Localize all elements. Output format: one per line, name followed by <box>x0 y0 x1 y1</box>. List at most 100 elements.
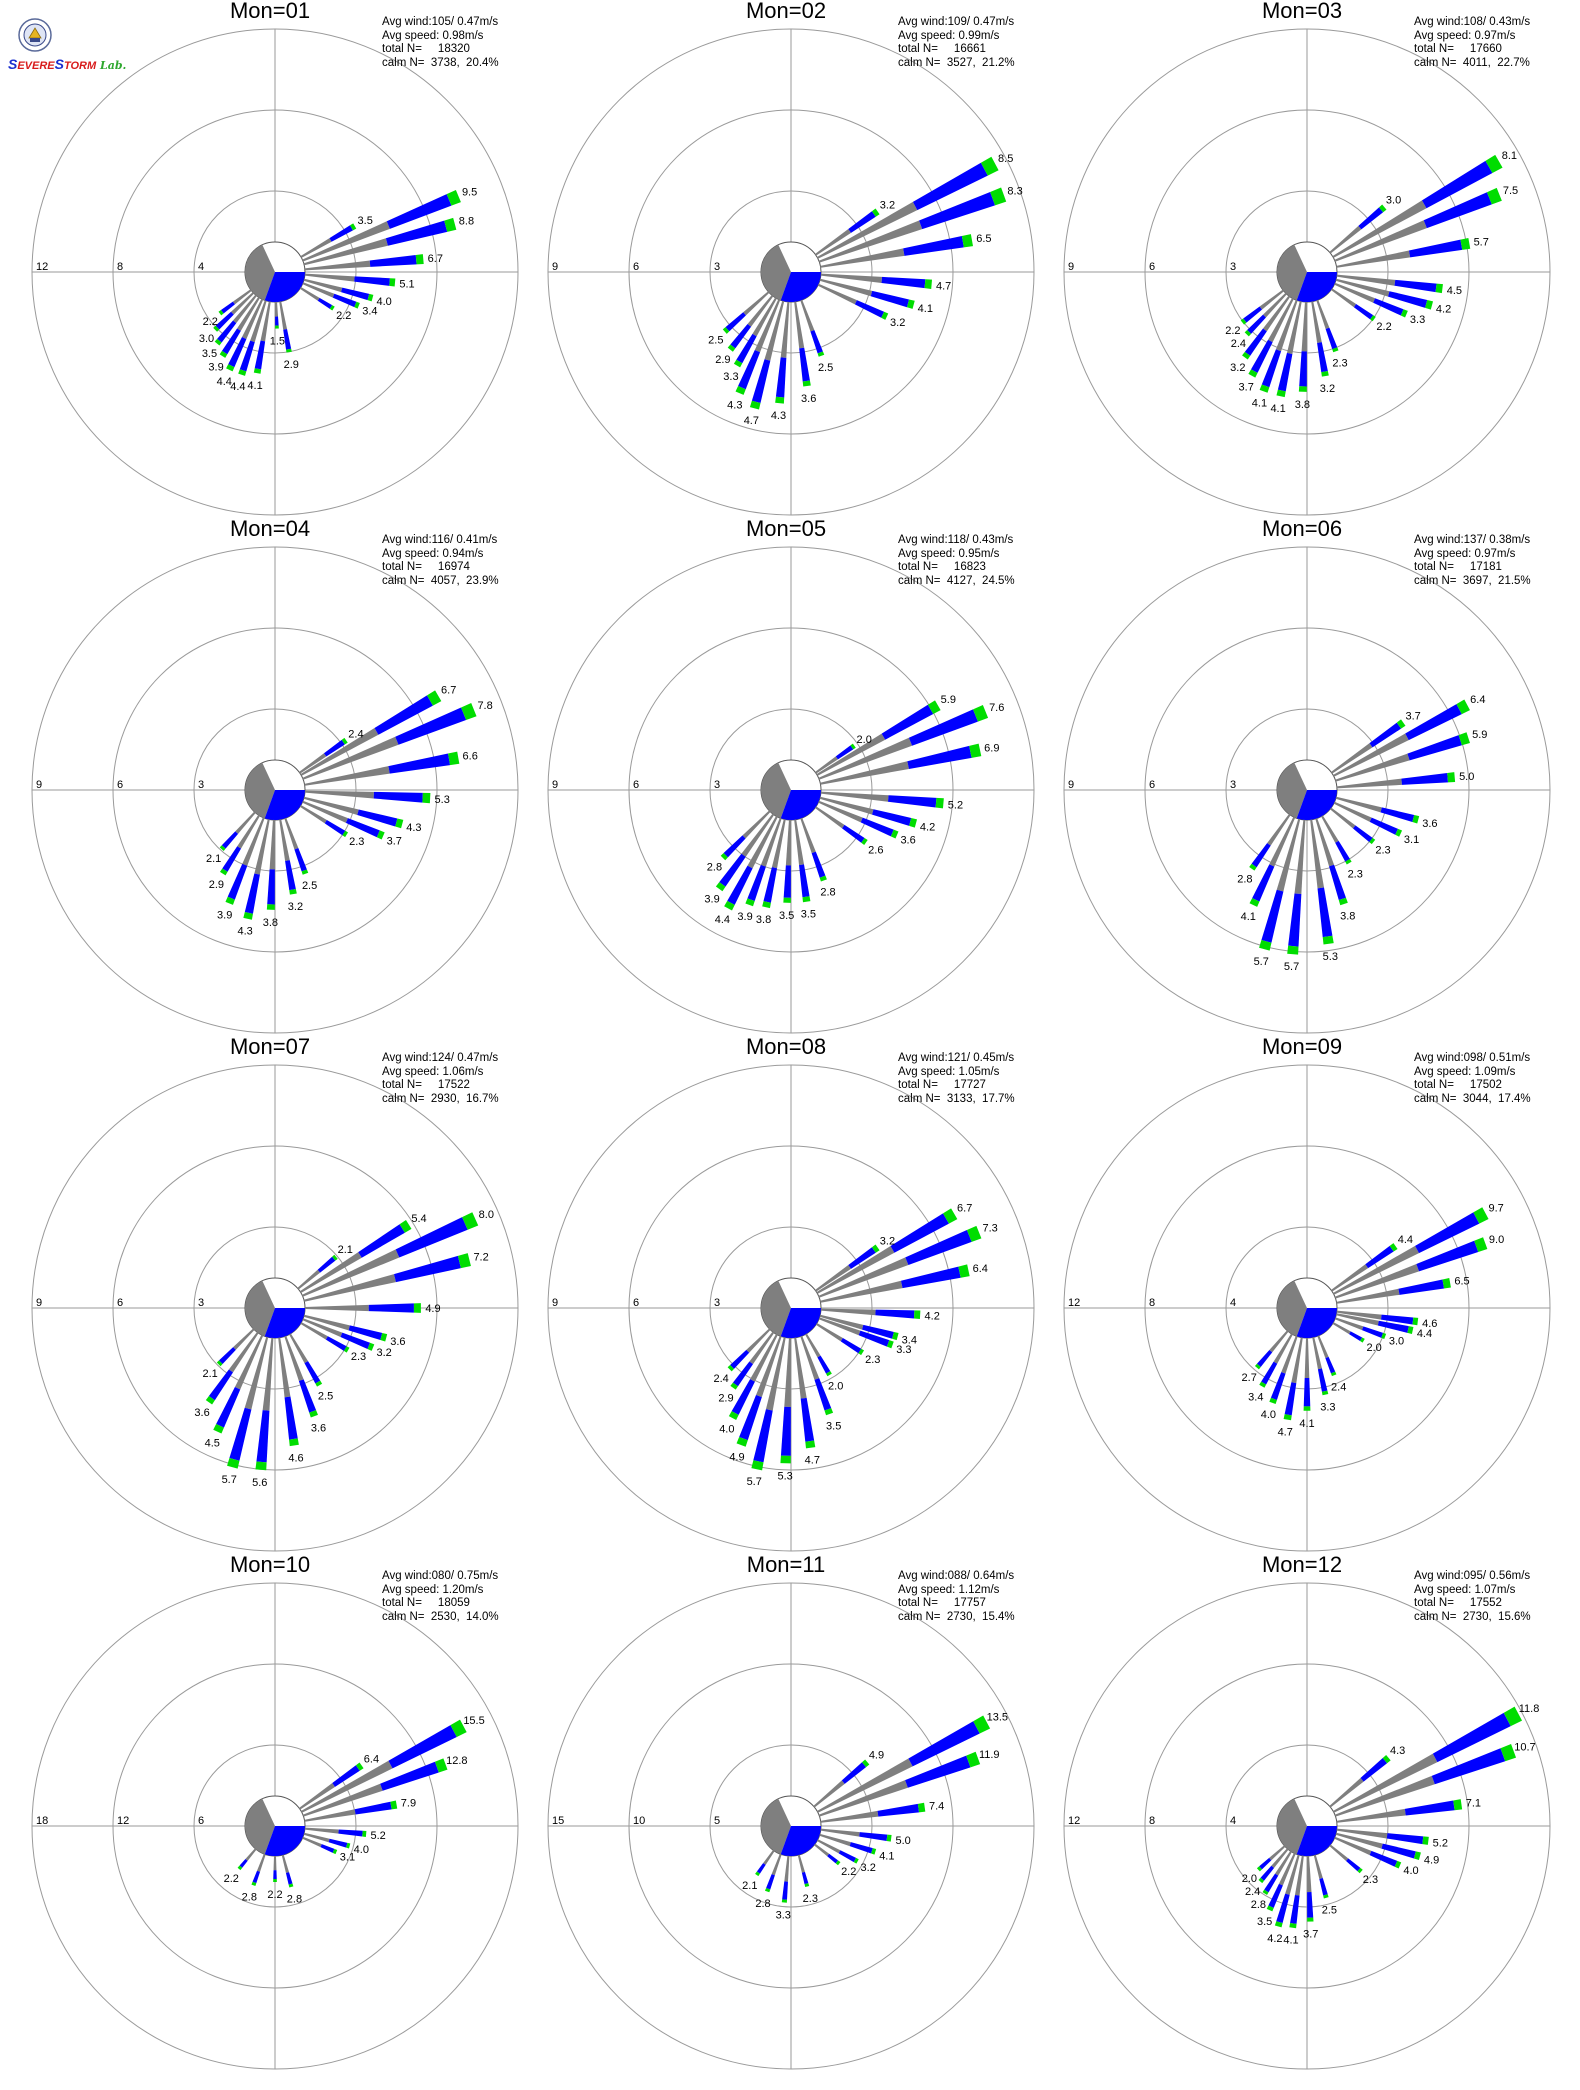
petal-low <box>818 800 863 823</box>
petal-high <box>1248 369 1258 378</box>
petal-low <box>818 737 913 780</box>
petal-value-label: 4.1 <box>1252 398 1267 410</box>
petal-high <box>909 817 918 828</box>
petal-value-label: 3.0 <box>1386 194 1401 206</box>
petal-mid <box>373 791 423 803</box>
petal-mid <box>835 745 854 760</box>
petal-value-label: 2.3 <box>803 1893 818 1905</box>
petal-value-label: 2.5 <box>318 1391 333 1403</box>
petal-high <box>733 359 743 368</box>
petal-low <box>235 811 256 834</box>
petal-value-label: 4.0 <box>719 1424 734 1436</box>
petal-low <box>794 1337 807 1399</box>
petal-mid <box>273 1870 277 1880</box>
petal-value-label: 7.1 <box>1466 1798 1481 1810</box>
petal-value-label: 3.6 <box>311 1423 326 1435</box>
petal-value-label: 2.5 <box>302 880 317 892</box>
petal-high <box>969 743 982 758</box>
petal-value-label: 2.0 <box>828 1380 843 1392</box>
petal-mid <box>328 1838 348 1848</box>
petal-high <box>890 829 899 839</box>
petal-mid <box>368 1303 414 1313</box>
calm-sector <box>780 1308 821 1338</box>
petal-value-label: 5.6 <box>252 1477 267 1489</box>
petal-high <box>446 189 461 206</box>
petal-low <box>1269 816 1296 867</box>
petal-low <box>237 296 260 331</box>
petal-low <box>1312 1337 1322 1370</box>
petal-value-label: 5.3 <box>1323 951 1338 963</box>
wind-rose-panel: Mon=03 3 6 9 8.1 7.5 3.0 5.7 4.5 4.2 3.3 2.2 2.3 3.2 3… <box>1039 0 1565 522</box>
petal-high <box>218 309 224 316</box>
petal-low <box>228 1331 259 1373</box>
petal-mid <box>1346 1858 1361 1872</box>
petal-low <box>771 819 786 869</box>
petal-value-label: 2.7 <box>1242 1372 1257 1384</box>
petal-value-label: 3.4 <box>902 1335 917 1347</box>
petal-high <box>1276 389 1286 398</box>
petal-high <box>850 743 856 750</box>
petal-value-label: 2.1 <box>742 1880 757 1892</box>
petal-high <box>927 700 941 715</box>
petal-mid <box>325 1336 347 1351</box>
petal-low <box>815 1323 843 1342</box>
petal-low <box>232 289 252 305</box>
ring-label: 9 <box>552 261 558 273</box>
petal-low <box>275 301 279 317</box>
petal-high <box>1453 1799 1463 1811</box>
petal-mid <box>267 869 275 905</box>
petal-high <box>389 278 396 287</box>
calm-sector <box>245 1798 275 1855</box>
petal-value-label: 2.6 <box>868 844 883 856</box>
petal-high <box>861 837 868 845</box>
petal-value-label: 8.8 <box>459 216 474 228</box>
petal-mid <box>801 1871 809 1885</box>
stats-block: Avg wind:109/ 0.47m/s Avg speed: 0.99m/s… <box>898 16 1015 69</box>
petal-value-label: 4.9 <box>425 1303 440 1315</box>
ring-label: 8 <box>1149 1297 1155 1309</box>
petal-high <box>226 364 235 372</box>
petal-value-label: 2.9 <box>284 359 299 371</box>
petal-value-label: 7.9 <box>401 1797 416 1809</box>
petal-value-label: 3.5 <box>358 215 373 227</box>
petal-low <box>818 1317 861 1336</box>
petal-high <box>715 882 726 892</box>
petal-high <box>802 380 811 387</box>
petal-value-label: 3.6 <box>801 393 816 405</box>
petal-value-label: 4.3 <box>727 399 742 411</box>
petal-value-label: 2.2 <box>1225 325 1240 337</box>
petal-value-label: 2.5 <box>818 362 833 374</box>
petal-value-label: 4.3 <box>406 822 421 834</box>
petal-mid <box>369 254 417 267</box>
wind-rose-panel: Mon=10 6 12 18 15.5 12.8 6.4 7.9 5.2 4.0 3.1 2.8 2.2… <box>7 1552 533 2076</box>
petal-mid <box>858 1330 890 1347</box>
petal-low <box>819 1314 864 1330</box>
stats-block: Avg wind:105/ 0.47m/s Avg speed: 0.98m/s… <box>382 16 499 69</box>
petal-mid <box>1264 1873 1279 1893</box>
petal-high <box>309 1410 318 1418</box>
petal-mid <box>739 1395 762 1441</box>
petal-value-label: 7.5 <box>1503 185 1518 197</box>
petal-low <box>1329 1844 1349 1862</box>
petal-mid <box>775 357 787 398</box>
calm-sector <box>761 1798 791 1855</box>
wind-rose-panel: Mon=05 3 6 9 5.9 7.6 2.0 6.9 5.2 4.2 3.6 2.6 2.8 3.5 3… <box>523 516 1049 1040</box>
petal-high <box>751 1460 764 1471</box>
petal-value-label: 4.1 <box>1241 911 1256 923</box>
ring-label: 8 <box>117 261 123 273</box>
petal-high <box>943 1208 958 1224</box>
petal-value-label: 2.3 <box>1363 1874 1378 1886</box>
petal-low <box>279 301 288 330</box>
petal-low <box>304 790 374 799</box>
petal-value-label: 5.3 <box>435 794 450 806</box>
ring-label: 3 <box>1230 261 1236 273</box>
petal-high <box>853 1857 859 1864</box>
petal-mid <box>810 330 823 354</box>
petal-high <box>289 1438 299 1447</box>
petal-value-label: 6.4 <box>1470 694 1485 706</box>
petal-value-label: 4.0 <box>1261 1409 1276 1421</box>
petal-high <box>1473 1207 1489 1224</box>
petal-high <box>1240 318 1247 325</box>
petal-value-label: 2.2 <box>203 316 218 328</box>
